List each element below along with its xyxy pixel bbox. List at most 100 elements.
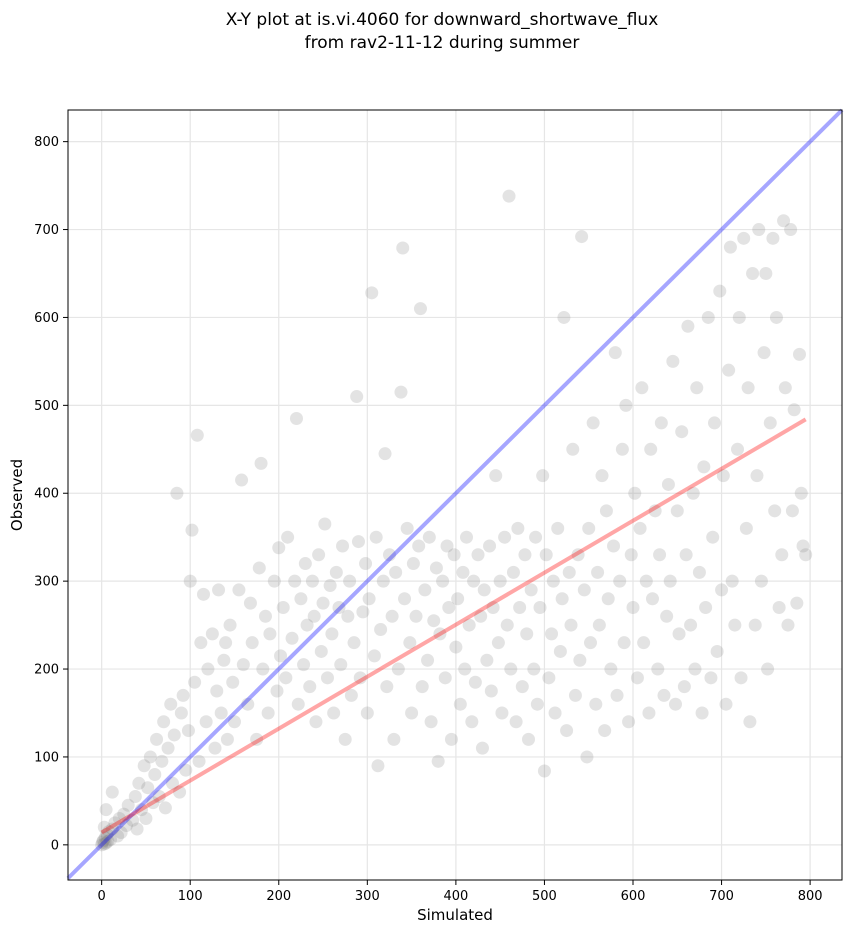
data-point — [716, 469, 730, 483]
data-point — [626, 601, 640, 615]
data-point — [555, 592, 569, 606]
data-point — [624, 548, 638, 562]
data-point — [628, 486, 642, 500]
data-point — [675, 425, 689, 439]
data-point — [610, 688, 624, 702]
data-point — [164, 697, 178, 711]
data-point — [575, 230, 589, 244]
data-point — [415, 680, 429, 694]
data-point — [657, 688, 671, 702]
data-point — [545, 627, 559, 641]
data-point — [495, 706, 509, 720]
data-point — [651, 662, 665, 676]
data-point — [599, 504, 613, 518]
data-point — [456, 565, 470, 579]
data-point — [294, 592, 308, 606]
data-point — [119, 819, 133, 833]
data-point — [117, 807, 131, 821]
reference-lines — [66, 108, 844, 880]
data-point — [449, 640, 463, 654]
data-point — [467, 574, 481, 588]
data-point — [688, 662, 702, 676]
data-point — [533, 601, 547, 615]
data-point — [589, 697, 603, 711]
y-tick-label: 300 — [34, 575, 59, 590]
data-point — [595, 469, 609, 483]
data-point — [223, 618, 237, 632]
data-point — [403, 636, 417, 650]
data-point — [289, 412, 303, 426]
x-axis-ticks: 0 100 200 300 400 500 600 700 800 — [98, 880, 823, 904]
data-point — [583, 636, 597, 650]
data-point — [412, 539, 426, 553]
data-point — [121, 798, 135, 812]
data-point — [400, 521, 414, 535]
data-point — [135, 803, 149, 817]
data-point — [332, 601, 346, 615]
data-point — [291, 697, 305, 711]
data-point — [591, 565, 605, 579]
data-point — [633, 521, 647, 535]
data-point — [112, 811, 126, 825]
data-point — [458, 662, 472, 676]
data-point — [285, 631, 299, 645]
data-point — [768, 504, 782, 518]
data-point — [489, 469, 503, 483]
data-point — [699, 601, 713, 615]
data-point — [500, 618, 514, 632]
data-point — [362, 592, 376, 606]
data-point — [761, 662, 775, 676]
data-point — [728, 618, 742, 632]
data-point — [406, 557, 420, 571]
x-tick-label: 700 — [709, 889, 734, 904]
data-point — [179, 763, 193, 777]
data-point — [194, 636, 208, 650]
data-point — [511, 521, 525, 535]
data-point — [148, 768, 162, 782]
data-point — [663, 574, 677, 588]
x-tick-label: 600 — [621, 889, 646, 904]
data-point — [334, 658, 348, 672]
data-point — [723, 240, 737, 254]
y-tick-label: 500 — [34, 399, 59, 414]
data-point — [725, 574, 739, 588]
data-point — [254, 456, 268, 470]
data-point — [681, 319, 695, 333]
data-point — [396, 241, 410, 255]
y-tick-label: 600 — [34, 311, 59, 326]
data-point — [267, 574, 281, 588]
data-point — [387, 732, 401, 746]
data-point — [256, 662, 270, 676]
data-point — [250, 732, 264, 746]
data-point — [672, 627, 686, 641]
data-point — [483, 539, 497, 553]
data-point — [493, 574, 507, 588]
data-point — [460, 530, 474, 544]
data-point — [491, 636, 505, 650]
data-point — [128, 789, 142, 803]
data-point — [241, 697, 255, 711]
data-point — [96, 833, 110, 847]
data-point — [660, 609, 674, 623]
data-point — [566, 442, 580, 456]
data-point — [312, 548, 326, 562]
data-point — [95, 838, 109, 852]
data-point — [642, 706, 656, 720]
data-point — [679, 548, 693, 562]
data-point — [298, 557, 312, 571]
data-point — [436, 574, 450, 588]
data-point — [338, 732, 352, 746]
data-point — [465, 715, 479, 729]
x-tick-label: 200 — [266, 889, 291, 904]
data-point — [515, 680, 529, 694]
data-point — [98, 831, 112, 845]
data-point — [598, 724, 612, 738]
data-point — [367, 649, 381, 663]
data-point — [690, 381, 704, 395]
y-tick-label: 800 — [34, 135, 59, 150]
data-point — [513, 601, 527, 615]
data-point — [562, 565, 576, 579]
data-point — [529, 530, 543, 544]
data-point — [374, 622, 388, 636]
data-point — [568, 688, 582, 702]
